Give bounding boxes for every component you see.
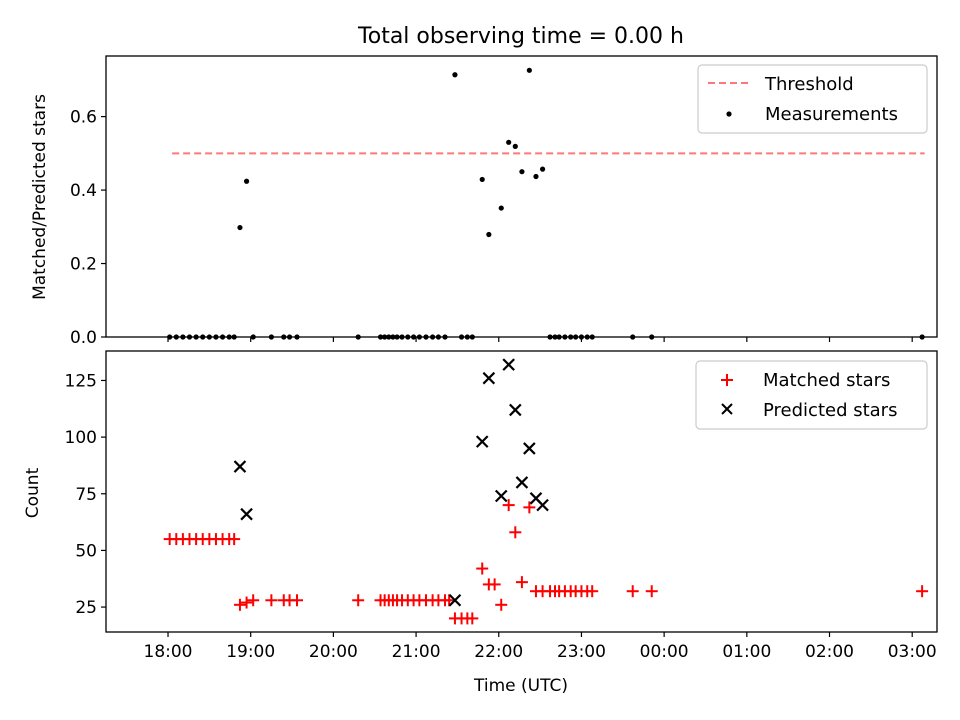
bottom-axes: 25 50 75 100 125 18:00 19:00 20:00 21:00 22:00 23:… (65, 371, 937, 662)
bottom-plot-marks (163, 358, 929, 625)
top-panel: 0.0 0.2 0.4 0.6 Matched/Predicted stars Thr… (30, 55, 938, 348)
matched-stars-point (523, 501, 536, 514)
measurement-point (486, 231, 492, 238)
measurement-point (526, 67, 532, 73)
bottom-xtick-label: 01:00 (722, 642, 771, 662)
matched-stars-point (352, 594, 365, 607)
matched-stars-point (466, 612, 479, 625)
measurement-point (452, 72, 458, 78)
predicted-stars-point-b (475, 435, 489, 448)
bottom-ytick-label: 50 (75, 541, 97, 561)
bottom-ylabel: Count (23, 467, 43, 518)
bottom-xtick-label: 22:00 (474, 642, 523, 662)
predicted-stars-point-b (529, 492, 543, 505)
matched-stars-point (443, 594, 456, 607)
bottom-xtick-label: 21:00 (392, 642, 441, 662)
top-ytick-label: 0.0 (70, 328, 97, 348)
predicted-stars-point-b (523, 442, 536, 455)
measurement-point (237, 224, 243, 231)
top-ylabel: Matched/Predicted stars (30, 94, 50, 300)
figure-title: Total observing time = 0.00 h (357, 24, 684, 49)
matched-stars-point (228, 533, 241, 546)
legend-predicted-marker (721, 403, 733, 415)
predicted-stars-point-b (233, 460, 247, 473)
bottom-ytick-label: 25 (75, 598, 97, 618)
measurement-point (539, 166, 546, 172)
matched-stars-point (645, 585, 658, 598)
bottom-xtick-label: 19:00 (226, 642, 275, 662)
predicted-stars-point-b (502, 358, 515, 371)
predicted-stars-point (536, 498, 549, 512)
measurement-point (519, 169, 525, 175)
top-legend: Threshold Measurements (697, 64, 928, 134)
measurement-point (533, 173, 539, 180)
legend-measurements-label: Measurements (765, 104, 898, 125)
legend-matched-marker (721, 374, 733, 386)
predicted-stars-point-b (494, 489, 508, 503)
matched-stars-point (626, 585, 639, 598)
predicted-stars-point (475, 435, 489, 448)
bottom-xtick-label: 18:00 (144, 642, 193, 662)
predicted-stars-point-b (448, 593, 462, 607)
top-axes: 0.0 0.2 0.4 0.6 (70, 108, 913, 348)
top-legend-box (697, 64, 928, 134)
predicted-stars-point-b (240, 507, 253, 521)
matched-stars-point (240, 596, 253, 609)
bottom-xtick-label: 23:00 (557, 642, 606, 662)
bottom-xtick-label: 20:00 (309, 642, 358, 662)
bottom-xtick-label: 03:00 (888, 642, 937, 662)
matched-stars-point (916, 585, 929, 598)
predicted-stars-point-b (509, 403, 522, 417)
matched-stars-point (509, 526, 522, 539)
legend-threshold-label: Threshold (764, 74, 854, 95)
matched-stars-point (495, 598, 508, 611)
bottom-ytick-label: 100 (65, 428, 97, 448)
top-ytick-label: 0.2 (70, 255, 97, 275)
bottom-plot-frame (105, 350, 938, 633)
predicted-stars-point-b (515, 476, 529, 489)
predicted-stars-point (494, 489, 508, 503)
predicted-stars-point-b (536, 498, 549, 512)
predicted-stars-point-b (482, 371, 496, 385)
predicted-stars-point (233, 460, 247, 473)
measurement-point (512, 143, 518, 149)
legend-measurements-marker (726, 111, 732, 117)
matched-stars-point (502, 499, 515, 512)
matched-stars-point (488, 578, 501, 591)
predicted-stars-point (502, 358, 515, 371)
bottom-xtick-label: 00:00 (640, 642, 689, 662)
matched-stars-point (291, 594, 304, 607)
bottom-ytick-label: 125 (65, 371, 97, 391)
matched-stars-point (233, 598, 246, 611)
matched-stars-point (515, 576, 528, 589)
measurement-point (506, 139, 512, 145)
matched-stars-point (586, 585, 599, 598)
bottom-xtick-label: 02:00 (805, 642, 854, 662)
bottom-legend-box (695, 360, 928, 430)
top-ytick-label: 0.4 (70, 181, 97, 201)
bottom-legend: Matched stars Predicted stars (695, 360, 928, 430)
predicted-stars-point (240, 507, 253, 521)
measurement-point (243, 178, 250, 184)
top-plot-frame (105, 55, 938, 338)
predicted-stars-point (515, 476, 529, 489)
bottom-ytick-label: 75 (75, 485, 97, 505)
bottom-xlabel: Time (UTC) (473, 676, 568, 696)
predicted-stars-point (448, 593, 462, 607)
top-ytick-label: 0.6 (70, 108, 97, 128)
measurement-point (498, 205, 504, 211)
matched-stars-point (476, 562, 489, 575)
predicted-stars-point (523, 442, 536, 455)
legend-predicted-label: Predicted stars (763, 400, 897, 421)
measurement-point (479, 176, 485, 183)
predicted-stars-point (482, 371, 496, 385)
matched-stars-point (247, 594, 260, 607)
predicted-stars-point (509, 403, 522, 417)
bottom-panel: 25 50 75 100 125 18:00 19:00 20:00 21:00 22:00 23:… (23, 350, 938, 696)
legend-matched-label: Matched stars (763, 370, 890, 391)
matched-stars-point (265, 594, 278, 607)
